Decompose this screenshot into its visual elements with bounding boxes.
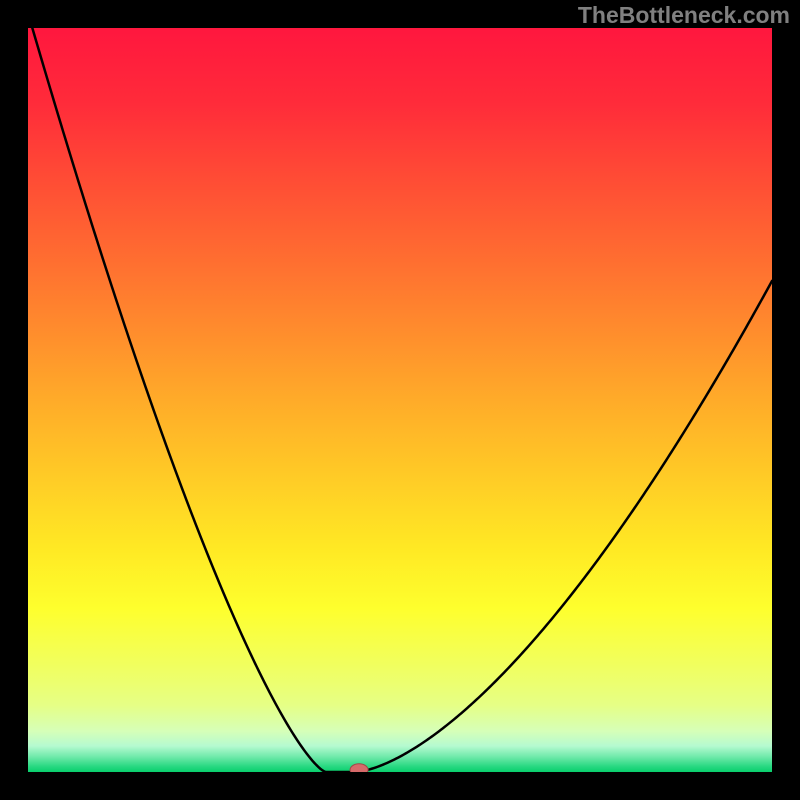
gradient-background [28, 28, 772, 772]
watermark-text: TheBottleneck.com [578, 2, 790, 29]
figure-container: TheBottleneck.com [0, 0, 800, 800]
bottleneck-chart [0, 0, 800, 800]
optimal-point-marker [350, 764, 368, 776]
